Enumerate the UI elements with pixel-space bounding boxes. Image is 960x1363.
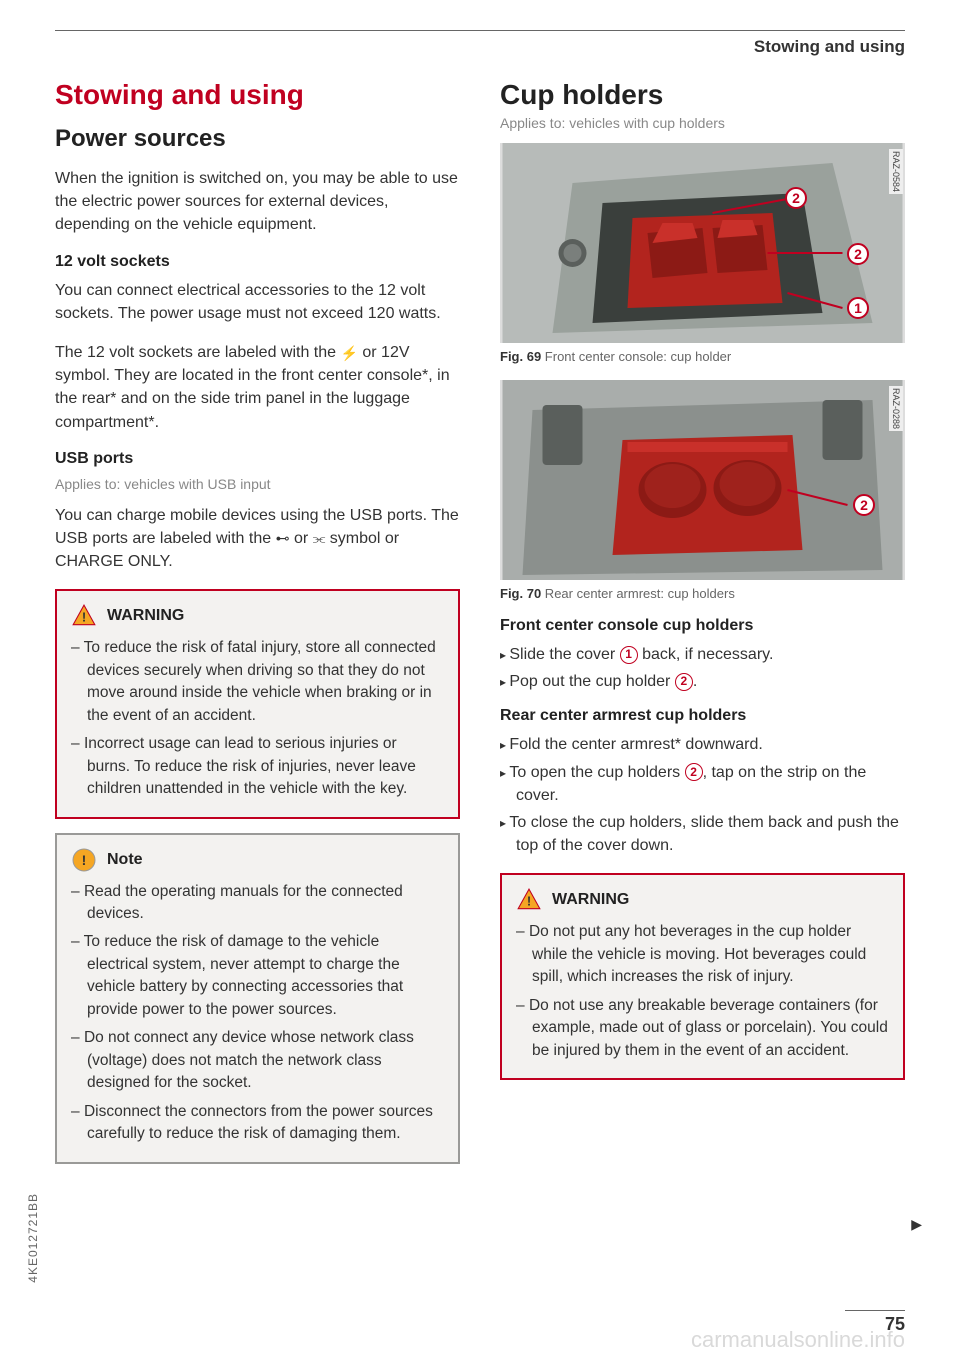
step: To close the cup holders, slide them bac… [500, 811, 905, 857]
step: Slide the cover 1 back, if necessary. [500, 643, 905, 666]
content-columns: Stowing and using Power sources When the… [55, 79, 905, 1178]
note-box: ! Note Read the operating manuals for th… [55, 833, 460, 1164]
figure-70: RAZ-0288 2 [500, 380, 905, 580]
warning-box-right: ! WARNING Do not put any hot beverages i… [500, 873, 905, 1080]
usb-paragraph: You can charge mobile devices using the … [55, 504, 460, 574]
subsection-title: Power sources [55, 125, 460, 153]
note-header: ! Note [71, 847, 444, 873]
continue-arrow-icon: ▶ [911, 1216, 922, 1233]
top-rule [55, 30, 905, 31]
warning-header: ! WARNING [516, 887, 889, 913]
fig-num: Fig. 70 [500, 586, 541, 601]
step: Fold the center armrest* downward. [500, 733, 905, 756]
svg-text:!: ! [82, 852, 87, 868]
note-item: Disconnect the connectors from the power… [71, 1101, 444, 1146]
right-column: Cup holders Applies to: vehicles with cu… [500, 79, 905, 1178]
cup-applies: Applies to: vehicles with cup holders [500, 115, 905, 131]
text: Slide the cover [509, 646, 619, 663]
note-item: Do not connect any device whose network … [71, 1027, 444, 1094]
inline-callout-1: 1 [620, 646, 638, 664]
inline-callout-2: 2 [685, 763, 703, 781]
usb-applies: Applies to: vehicles with USB input [55, 476, 460, 492]
svg-text:!: ! [527, 894, 531, 909]
inline-callout-2: 2 [675, 673, 693, 691]
front-steps: Slide the cover 1 back, if necessary. Po… [500, 643, 905, 693]
text: or [290, 530, 313, 547]
page-num-rule [845, 1310, 905, 1311]
sockets-heading: 12 volt sockets [55, 253, 460, 271]
warning-list: Do not put any hot beverages in the cup … [516, 921, 889, 1062]
rear-steps: Fold the center armrest* downward. To op… [500, 733, 905, 857]
fig-text: Rear center armrest: cup holders [541, 586, 735, 601]
svg-text:!: ! [82, 610, 86, 625]
fig-text: Front center console: cup holder [541, 349, 731, 364]
note-circle-icon: ! [71, 847, 97, 873]
text: back, if necessary. [638, 646, 774, 663]
doc-id: 4KE012721BB [26, 1193, 40, 1283]
fig70-caption: Fig. 70 Rear center armrest: cup holders [500, 586, 905, 601]
figure-69: RAZ-0584 2 2 1 [500, 143, 905, 343]
fig69-caption: Fig. 69 Front center console: cup holder [500, 349, 905, 364]
section-title: Stowing and using [55, 79, 460, 111]
sockets-p2: The 12 volt sockets are labeled with the… [55, 341, 460, 434]
text: . [693, 673, 697, 690]
note-item: To reduce the risk of damage to the vehi… [71, 931, 444, 1021]
note-title: Note [107, 851, 143, 869]
fig-num: Fig. 69 [500, 349, 541, 364]
warning-title: WARNING [552, 891, 629, 909]
sockets-p1: You can connect electrical accessories t… [55, 279, 460, 325]
fig70-svg [500, 380, 905, 580]
watermark: carmanualsonline.info [691, 1327, 905, 1353]
intro-paragraph: When the ignition is switched on, you ma… [55, 167, 460, 237]
front-heading: Front center console cup holders [500, 617, 905, 635]
step: To open the cup holders 2, tap on the st… [500, 761, 905, 807]
fig69-label: RAZ-0584 [889, 149, 903, 194]
callout-1: 1 [847, 297, 869, 319]
note-item: Read the operating manuals for the conne… [71, 881, 444, 926]
callout-2: 2 [785, 187, 807, 209]
page-header: Stowing and using [55, 37, 905, 57]
left-column: Stowing and using Power sources When the… [55, 79, 460, 1178]
warning-item: Do not use any breakable beverage contai… [516, 995, 889, 1062]
text: Pop out the cup holder [509, 673, 674, 690]
usb2-icon: ⫘ [313, 528, 326, 548]
warning-list: To reduce the risk of fatal injury, stor… [71, 637, 444, 800]
note-list: Read the operating manuals for the conne… [71, 881, 444, 1146]
warning-triangle-icon: ! [516, 887, 542, 913]
page: Stowing and using Stowing and using Powe… [0, 0, 960, 1363]
warning-box: ! WARNING To reduce the risk of fatal in… [55, 589, 460, 818]
text: To open the cup holders [509, 764, 684, 781]
text: The 12 volt sockets are labeled with the [55, 344, 341, 361]
callout-2: 2 [847, 243, 869, 265]
socket-icon: ⚡ [341, 343, 358, 363]
cup-holders-title: Cup holders [500, 79, 905, 111]
warning-header: ! WARNING [71, 603, 444, 629]
usb-icon: ⊷ [276, 528, 290, 548]
step: Pop out the cup holder 2. [500, 670, 905, 693]
usb-heading: USB ports [55, 450, 460, 468]
warning-triangle-icon: ! [71, 603, 97, 629]
fig70-label: RAZ-0288 [889, 386, 903, 431]
callout-2: 2 [853, 494, 875, 516]
rear-heading: Rear center armrest cup holders [500, 707, 905, 725]
warning-item: Do not put any hot beverages in the cup … [516, 921, 889, 988]
fig69-svg [500, 143, 905, 343]
warning-item: To reduce the risk of fatal injury, stor… [71, 637, 444, 727]
warning-item: Incorrect usage can lead to serious inju… [71, 733, 444, 800]
warning-title: WARNING [107, 607, 184, 625]
